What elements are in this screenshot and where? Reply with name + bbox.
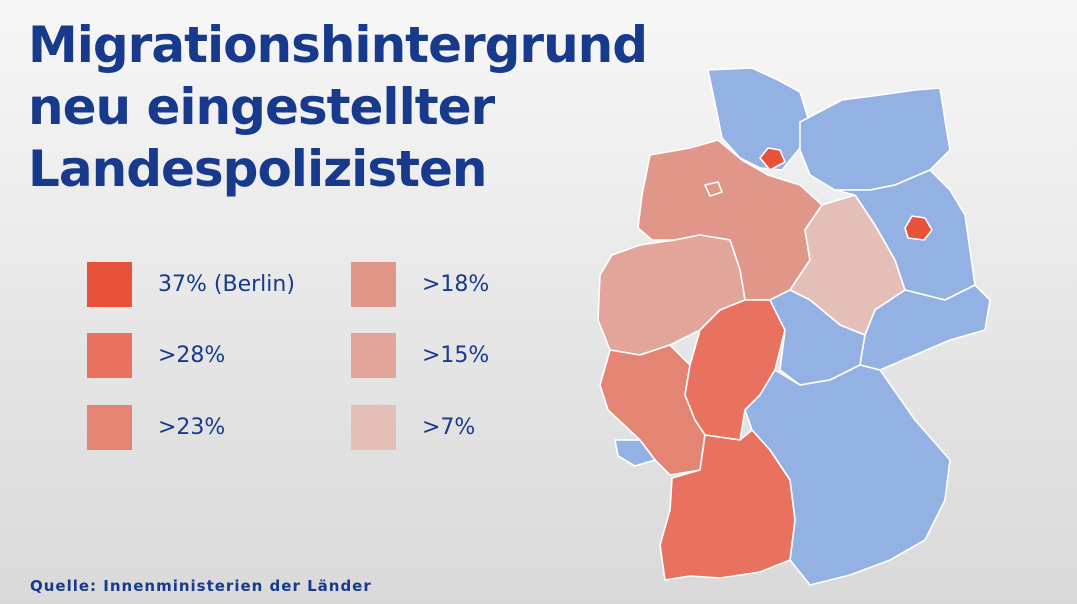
title-line-2: neu eingestellter [28, 78, 495, 136]
legend-item-28: >28% [87, 333, 225, 378]
region-hamburg [759, 147, 786, 171]
legend-swatch [87, 333, 132, 378]
legend-label: >15% [422, 343, 490, 368]
legend-label: >28% [158, 343, 226, 368]
legend-item-18: >18% [351, 262, 489, 307]
legend-label: >7% [422, 415, 476, 440]
region-saarland [614, 439, 656, 467]
legend-swatch [351, 405, 396, 450]
legend-label: 37% (Berlin) [158, 272, 295, 297]
legend-item-7: >7% [351, 405, 475, 450]
legend-swatch [351, 262, 396, 307]
legend-swatch [87, 405, 132, 450]
region-berlin [904, 215, 933, 241]
legend-label: >18% [422, 272, 490, 297]
region-brandenburg [834, 169, 976, 301]
legend-item-berlin: 37% (Berlin) [87, 262, 295, 307]
source-note: Quelle: Innenministerien der Länder [30, 577, 372, 595]
legend-swatch [351, 333, 396, 378]
region-mecklenburg-vorpommern [799, 87, 951, 191]
legend-item-23: >23% [87, 405, 225, 450]
page-title: Migrationshintergrund neu eingestellter … [28, 14, 648, 200]
title-line-3: Landespolizisten [28, 140, 488, 198]
legend-swatch [87, 262, 132, 307]
legend-item-15: >15% [351, 333, 489, 378]
region-bremen [704, 181, 723, 197]
region-baden-wuerttemberg [659, 429, 796, 581]
region-schleswig-holstein [707, 67, 809, 171]
germany-map [597, 67, 991, 586]
title-line-1: Migrationshintergrund [28, 16, 648, 74]
legend-label: >23% [158, 415, 226, 440]
